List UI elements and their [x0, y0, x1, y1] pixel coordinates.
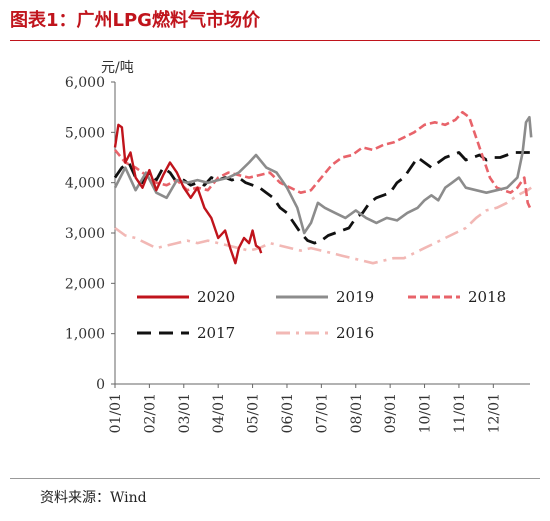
x-tick-label-4: 05/01: [246, 393, 262, 433]
axes: 元/吨 0 1,000 2,000 3,000 4,000 5,000 6,000 01/01 0…: [65, 60, 530, 433]
x-tick-label-1: 02/01: [142, 393, 158, 433]
y-tick-label-2000: 2,000: [65, 276, 105, 292]
y-tick-label-0: 0: [96, 377, 105, 393]
y-tick-label-5000: 5,000: [65, 125, 105, 141]
x-tick-label-9: 10/01: [418, 393, 434, 433]
y-tick-label-1000: 1,000: [65, 327, 105, 343]
legend-label-2019: 2019: [336, 288, 374, 306]
y-tick-label-3000: 3,000: [65, 226, 105, 242]
line-chart: 元/吨 0 1,000 2,000 3,000 4,000 5,000 6,000 01/01 0…: [65, 60, 533, 433]
x-tick-label-11: 12/01: [486, 393, 502, 433]
x-tick-label-8: 09/01: [383, 393, 399, 433]
y-tick-label-4000: 4,000: [65, 176, 105, 192]
x-tick-label-3: 04/01: [211, 393, 227, 433]
series-line-2016: [114, 186, 532, 265]
series-line-2020: [113, 123, 263, 265]
legend-label-2018: 2018: [468, 288, 506, 306]
series-line-2019: [113, 115, 533, 235]
source-note: 资料来源：Wind: [40, 490, 147, 506]
y-tick-label-6000: 6,000: [65, 75, 105, 91]
x-tick-label-5: 06/01: [280, 393, 296, 433]
series-line-2018: [113, 110, 533, 211]
y-axis-unit: 元/吨: [101, 60, 134, 76]
chart-title: 图表1：广州LPG燃料气市场价: [10, 10, 260, 31]
x-tick-label-0: 01/01: [108, 393, 124, 433]
series-layer: [113, 110, 533, 265]
legend: 2020 2019 2018 2017 2016: [137, 288, 506, 342]
series-line-2017: [113, 151, 532, 245]
footer-divider: [10, 478, 540, 479]
title-underline: [10, 40, 540, 41]
x-tick-label-6: 07/01: [314, 393, 330, 433]
x-tick-label-10: 11/01: [452, 393, 468, 433]
legend-label-2017: 2017: [197, 324, 235, 342]
x-tick-label-2: 03/01: [177, 393, 193, 433]
legend-label-2016: 2016: [336, 324, 374, 342]
x-tick-label-7: 08/01: [349, 393, 365, 433]
legend-label-2020: 2020: [197, 288, 235, 306]
